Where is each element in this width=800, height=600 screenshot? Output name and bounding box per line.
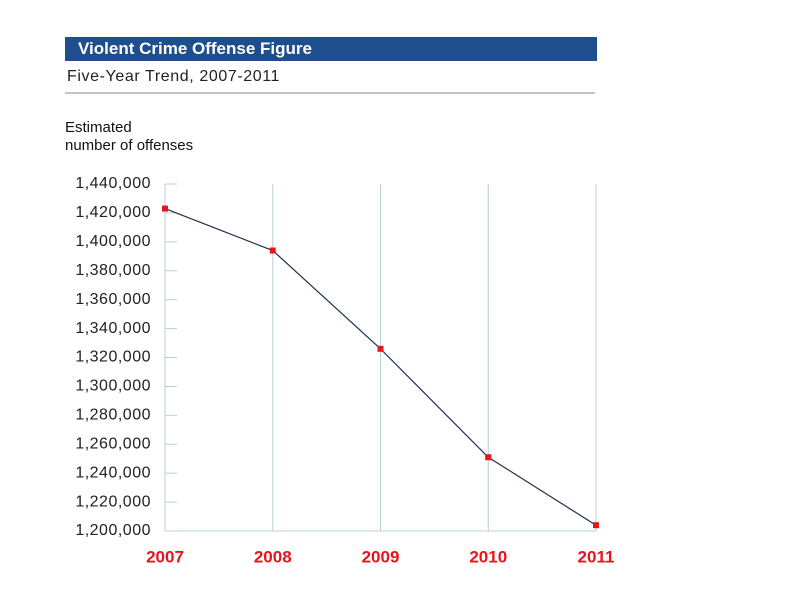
marker [593,522,599,529]
y-tick-label: 1,260,000 [75,435,151,452]
title-bar [65,37,597,61]
chart-subtitle: Five-Year Trend, 2007-2011 [67,68,280,85]
y-tick-label: 1,240,000 [75,464,151,481]
y-tick-label: 1,360,000 [75,291,151,308]
y-tick-label: 1,320,000 [75,349,151,366]
x-tick-label: 2010 [469,547,507,566]
y-tick-label: 1,300,000 [75,378,151,395]
x-tick-label: 2008 [254,547,292,566]
x-tick-label: 2007 [146,547,184,566]
y-tick-label: 1,220,000 [75,493,151,510]
y-tick-label: 1,400,000 [75,233,151,250]
marker [269,247,276,254]
x-tick-label: 2011 [578,547,615,566]
y-tick-label: 1,440,000 [75,175,151,192]
y-tick-label: 1,200,000 [75,522,151,539]
marker [377,345,384,352]
marker [162,205,168,212]
chart-title: Violent Crime Offense Figure [78,39,312,58]
x-tick-label: 2009 [362,547,400,566]
y-tick-label: 1,420,000 [75,204,151,221]
y-tick-label: 1,380,000 [75,262,151,279]
y-label: Estimated [65,119,132,136]
y-tick-label: 1,340,000 [75,320,151,337]
marker [485,454,492,461]
y-tick-label: 1,280,000 [75,407,151,424]
y-label: number of offenses [65,137,193,154]
